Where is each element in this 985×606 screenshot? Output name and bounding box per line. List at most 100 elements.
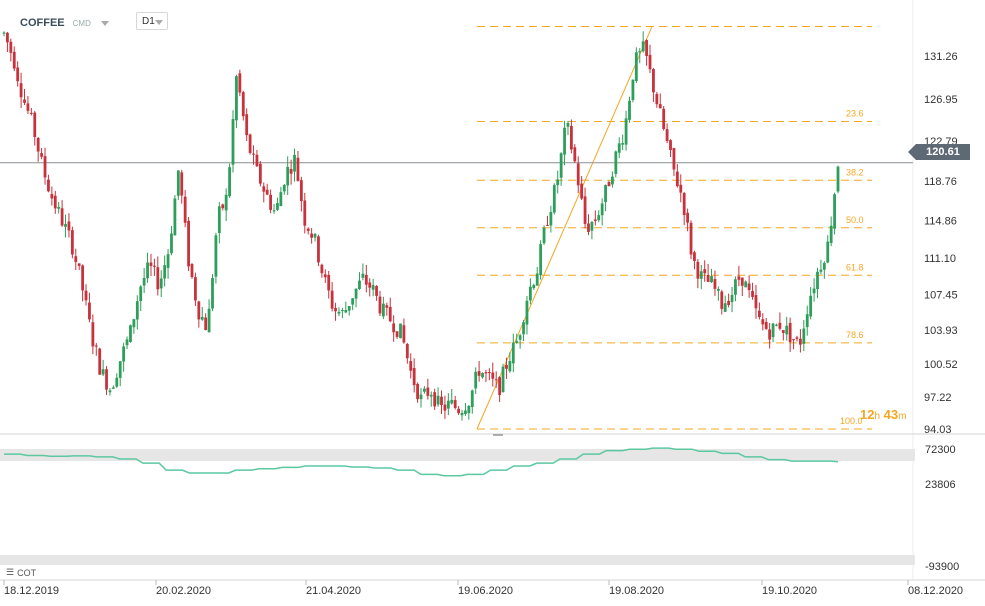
candle-body [484,372,488,374]
candle-body [494,379,498,381]
candle-body [330,290,334,309]
candle-body [628,100,631,120]
candle-body [40,153,43,157]
candle-body [241,92,245,117]
candle-body [57,206,61,209]
candle-body [23,99,26,103]
candle-body [816,271,819,290]
candle-body [135,301,139,320]
candle-body [388,306,392,322]
candle-body [19,83,23,98]
candle-body [118,361,122,378]
candle-body [809,295,813,317]
candle-body [313,233,317,238]
y-tick-label: 97.22 [924,392,952,404]
candle-body [662,108,666,129]
cot-tick-label: -93900 [925,561,959,573]
candle-body [9,41,13,53]
candle-body [276,203,279,210]
candle-body [224,194,228,211]
indicator-name: COT [17,567,37,578]
candle-body [33,112,37,138]
fib-level-label: 23.6 [846,109,864,119]
candle-body [799,338,802,345]
candle-body [634,52,638,82]
candle-body [378,296,382,314]
candle-body [470,390,474,408]
countdown-minutes: 43 [883,407,899,422]
candle-body [142,278,146,286]
candle-body [552,185,556,213]
fibonacci-retracement[interactable]: 100.0 78.6 61.8 50.0 38.2 23.6 [476,26,872,430]
candle-body [2,32,6,34]
candle-body [77,263,81,266]
candle-body [522,322,525,335]
candle-body [293,154,296,172]
candle-body [792,339,795,341]
candle-body [474,371,478,389]
candle-body [658,104,662,109]
timeframe-select[interactable]: D1 [136,12,168,30]
candle-body [152,265,156,267]
candle-body [822,263,826,270]
candle-body [375,286,378,296]
candlestick-series [2,31,840,421]
candle-body [258,163,262,184]
candle-body [16,67,20,82]
candle-body [405,343,409,359]
candle-body [139,286,143,302]
y-tick-label: 111.10 [924,253,956,265]
candle-body [727,300,731,306]
candle-body [60,208,64,226]
y-tick-label: 114.86 [924,215,957,227]
candle-body [464,410,467,414]
candle-body [67,221,71,231]
timeframe-value: D1 [142,16,155,27]
y-tick-label: 131.26 [924,51,958,63]
candle-body [149,262,153,266]
candle-body [460,412,464,416]
candle-body [812,288,816,294]
candle-body [190,264,194,278]
candle-body [170,233,173,254]
candle-body [720,291,724,309]
candle-body [423,388,426,392]
fib-level-label: 50.0 [846,215,864,225]
candle-body [368,282,372,288]
candle-body [433,392,437,407]
candle-body [587,223,590,232]
menu-icon[interactable]: ☰ [6,567,15,577]
cot-tick-label: 72300 [925,444,956,456]
indicator-label[interactable]: ☰ COT [6,567,36,578]
candle-body [412,368,416,386]
candle-body [491,372,495,379]
candle-body [511,342,515,364]
candle-body [111,387,115,389]
candle-body [795,337,799,339]
candle-body [340,310,344,312]
candle-body [532,285,536,289]
candle-body [525,300,529,325]
instrument-dropdown-icon[interactable] [100,20,109,26]
candle-body [679,184,683,193]
candle-body [303,200,307,226]
y-tick-label: 100.52 [924,359,958,371]
candle-body [669,140,672,151]
candle-body [607,182,611,187]
countdown-minutes-unit: m [898,411,907,422]
candle-body [299,180,303,202]
instrument-symbol[interactable]: COFFEE [20,17,65,29]
candle-body [101,369,105,375]
candle-body [159,278,163,289]
y-tick-label: 94.03 [924,424,952,436]
countdown-hours-unit: h [874,411,881,422]
candle-body [207,308,211,333]
y-tick-label: 126.95 [924,94,958,106]
candle-body [597,215,601,221]
candle-body [105,369,108,390]
candle-body [317,236,320,263]
candle-body [235,76,238,121]
candle-body [354,288,358,299]
candle-body [761,319,765,325]
